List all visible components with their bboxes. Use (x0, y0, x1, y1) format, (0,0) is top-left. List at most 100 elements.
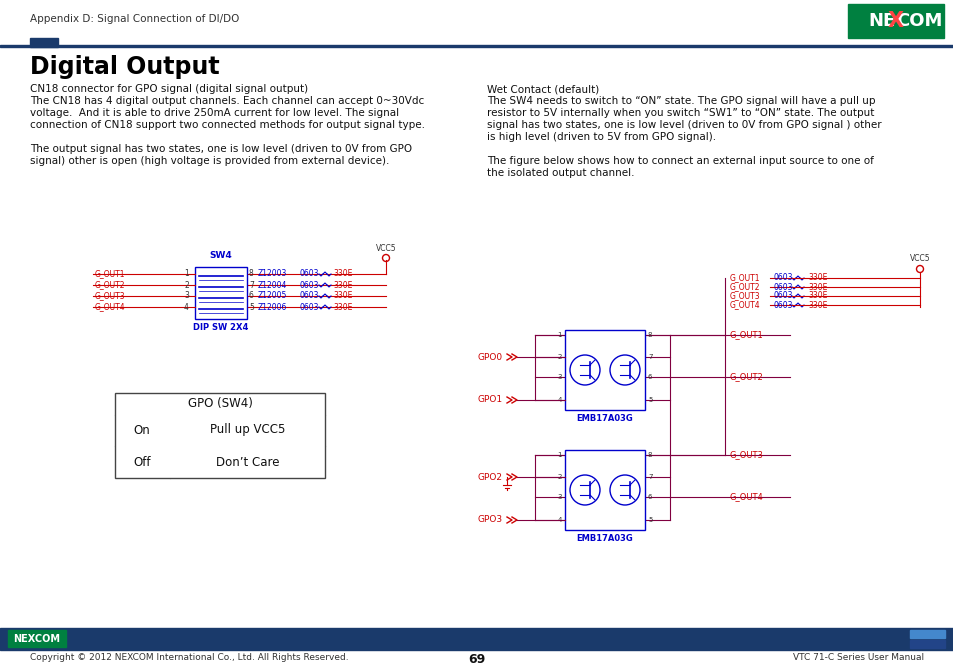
Text: 6: 6 (647, 494, 652, 500)
Text: EMB17A03G: EMB17A03G (576, 414, 633, 423)
Text: 6: 6 (249, 292, 253, 300)
Bar (564, 330, 644, 410)
Text: signal has two states, one is low level (driven to 0V from GPO signal ) other: signal has two states, one is low level … (486, 120, 881, 130)
Text: 330E: 330E (333, 292, 352, 300)
Text: 0603: 0603 (773, 292, 793, 300)
Text: 8: 8 (249, 269, 253, 278)
Text: Copyright © 2012 NEXCOM International Co., Ltd. All Rights Reserved.: Copyright © 2012 NEXCOM International Co… (30, 653, 348, 662)
Text: G_OUT3: G_OUT3 (729, 292, 760, 300)
Text: 330E: 330E (807, 282, 826, 292)
Text: 7: 7 (249, 280, 253, 290)
Text: Pull up VCC5: Pull up VCC5 (210, 423, 285, 437)
Text: 1: 1 (557, 452, 561, 458)
Text: DIP SW 2X4: DIP SW 2X4 (193, 323, 249, 332)
Text: GPO3: GPO3 (477, 515, 502, 525)
Text: The SW4 needs to switch to “ON” state. The GPO signal will have a pull up: The SW4 needs to switch to “ON” state. T… (486, 96, 875, 106)
Text: 330E: 330E (333, 269, 352, 278)
Text: resistor to 5V internally when you switch “SW1” to “ON” state. The output: resistor to 5V internally when you switc… (486, 108, 874, 118)
Text: 3: 3 (184, 292, 189, 300)
Text: 2: 2 (558, 474, 561, 480)
Bar (847, 4, 943, 38)
Text: 4: 4 (184, 302, 189, 312)
Text: 330E: 330E (807, 292, 826, 300)
Text: 2: 2 (558, 354, 561, 360)
Text: 5: 5 (647, 517, 652, 523)
Text: Off: Off (133, 456, 151, 468)
Text: Don’t Care: Don’t Care (215, 456, 279, 468)
Text: NEXCOM: NEXCOM (13, 634, 60, 644)
Text: G_OUT2: G_OUT2 (95, 280, 126, 290)
Text: 7: 7 (647, 354, 652, 360)
Bar (564, 450, 644, 530)
Text: voltage.  And it is able to drive 250mA current for low level. The signal: voltage. And it is able to drive 250mA c… (30, 108, 398, 118)
Text: GPO0: GPO0 (477, 353, 502, 362)
Text: SW4: SW4 (210, 251, 233, 260)
Text: 330E: 330E (807, 274, 826, 282)
Text: VCC5: VCC5 (909, 254, 929, 263)
Text: G_OUT4: G_OUT4 (729, 493, 763, 501)
Text: Z12005: Z12005 (257, 292, 287, 300)
Text: the isolated output channel.: the isolated output channel. (486, 168, 634, 178)
Bar (0, 45, 953, 47)
Text: 69: 69 (468, 653, 485, 666)
Text: COM: COM (895, 12, 942, 30)
Text: 0603: 0603 (299, 292, 319, 300)
Text: 4: 4 (558, 517, 561, 523)
Text: 0603: 0603 (773, 282, 793, 292)
Text: VCC5: VCC5 (375, 244, 395, 253)
Text: connection of CN18 support two connected methods for output signal type.: connection of CN18 support two connected… (30, 120, 424, 130)
Text: signal) other is open (high voltage is provided from external device).: signal) other is open (high voltage is p… (30, 156, 389, 166)
Bar (909, 640, 944, 648)
Text: VTC 71-C Series User Manual: VTC 71-C Series User Manual (792, 653, 923, 662)
Text: 330E: 330E (333, 280, 352, 290)
Text: G_OUT2: G_OUT2 (729, 372, 763, 382)
Text: Z12003: Z12003 (257, 269, 287, 278)
Text: GPO (SW4): GPO (SW4) (188, 398, 253, 411)
Text: Wet Contact (default): Wet Contact (default) (486, 84, 598, 94)
Text: 1: 1 (184, 269, 189, 278)
Text: GPO1: GPO1 (477, 396, 502, 405)
Text: G_OUT3: G_OUT3 (95, 292, 126, 300)
Text: G_OUT4: G_OUT4 (95, 302, 126, 312)
Text: The output signal has two states, one is low level (driven to 0V from GPO: The output signal has two states, one is… (30, 144, 412, 154)
Text: On: On (133, 423, 151, 437)
Text: Z12004: Z12004 (257, 280, 287, 290)
Text: 4: 4 (558, 397, 561, 403)
Text: 0603: 0603 (299, 280, 319, 290)
Text: The figure below shows how to connect an external input source to one of: The figure below shows how to connect an… (486, 156, 873, 166)
Text: 5: 5 (647, 397, 652, 403)
Text: Digital Output: Digital Output (30, 55, 219, 79)
Text: 0603: 0603 (773, 300, 793, 310)
Text: 3: 3 (557, 494, 561, 500)
Bar (194, 267, 247, 319)
Text: G_OUT1: G_OUT1 (95, 269, 126, 278)
Text: 330E: 330E (807, 300, 826, 310)
Text: 3: 3 (557, 374, 561, 380)
Text: 6: 6 (647, 374, 652, 380)
Text: G_OUT2: G_OUT2 (729, 282, 760, 292)
Text: 0603: 0603 (299, 302, 319, 312)
Bar (8, 630, 66, 647)
Text: GPO2: GPO2 (477, 472, 502, 482)
Text: Appendix D: Signal Connection of DI/DO: Appendix D: Signal Connection of DI/DO (30, 14, 239, 24)
Bar (909, 630, 944, 638)
Text: 5: 5 (249, 302, 253, 312)
Text: is high level (driven to 5V from GPO signal).: is high level (driven to 5V from GPO sig… (486, 132, 716, 142)
Text: CN18 connector for GPO signal (digital signal output): CN18 connector for GPO signal (digital s… (30, 84, 308, 94)
Text: 0603: 0603 (299, 269, 319, 278)
Text: G_OUT1: G_OUT1 (729, 274, 760, 282)
Text: X: X (887, 11, 903, 31)
Text: G_OUT1: G_OUT1 (729, 331, 763, 339)
Text: NE: NE (868, 12, 895, 30)
Text: 8: 8 (647, 452, 652, 458)
Text: 1: 1 (557, 332, 561, 338)
Text: 2: 2 (184, 280, 189, 290)
Text: 330E: 330E (333, 302, 352, 312)
Text: 8: 8 (647, 332, 652, 338)
Text: Z12006: Z12006 (257, 302, 287, 312)
Text: 0603: 0603 (773, 274, 793, 282)
Text: 7: 7 (647, 474, 652, 480)
Text: EMB17A03G: EMB17A03G (576, 534, 633, 543)
Text: G_OUT3: G_OUT3 (729, 450, 763, 460)
Text: G_OUT4: G_OUT4 (729, 300, 760, 310)
